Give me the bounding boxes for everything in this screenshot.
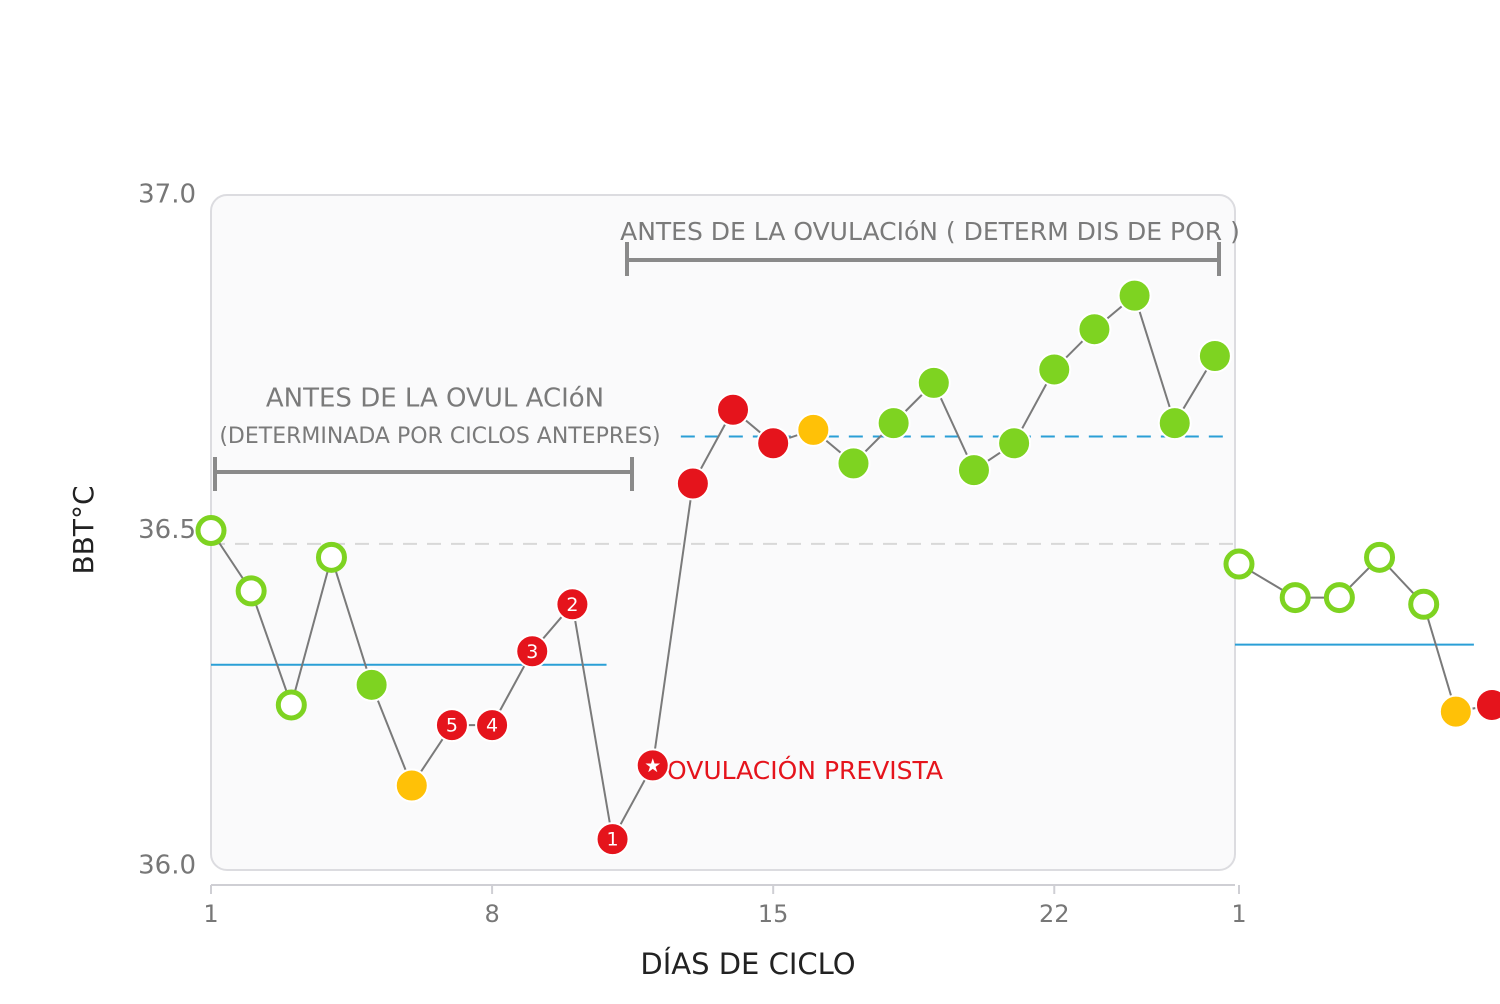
y-axis-title: BBT°C bbox=[67, 485, 100, 574]
y-tick-label: 37.0 bbox=[138, 180, 196, 210]
data-point bbox=[1197, 339, 1232, 374]
point-label: 5 bbox=[446, 715, 458, 737]
point-label: 3 bbox=[526, 641, 538, 663]
data-point bbox=[515, 634, 550, 669]
annotation: OVULACIÓN PREVISTA bbox=[667, 755, 943, 785]
data-point bbox=[1408, 588, 1440, 620]
annotation: ANTES DE LA OVUL ACIóN bbox=[266, 384, 604, 414]
data-point bbox=[1438, 694, 1473, 729]
data-point bbox=[1364, 541, 1396, 573]
data-point bbox=[1077, 312, 1112, 347]
data-point bbox=[394, 768, 429, 803]
point-label: 1 bbox=[607, 829, 619, 851]
data-point bbox=[1157, 406, 1192, 441]
data-line bbox=[1238, 555, 1493, 713]
data-point bbox=[475, 708, 510, 743]
data-point bbox=[1223, 548, 1255, 580]
data-point bbox=[675, 466, 710, 501]
data-point bbox=[595, 822, 630, 857]
data-point bbox=[1037, 352, 1072, 387]
x-tick-label: 22 bbox=[1039, 900, 1070, 928]
data-point bbox=[1279, 582, 1311, 614]
data-point bbox=[635, 748, 670, 783]
data-point bbox=[796, 412, 831, 447]
data-point bbox=[195, 515, 227, 546]
y-tick-label: 36.5 bbox=[138, 515, 196, 545]
data-point bbox=[235, 575, 267, 607]
x-tick-label: 1 bbox=[203, 900, 218, 928]
data-point bbox=[275, 689, 307, 721]
data-point bbox=[555, 587, 590, 622]
data-point bbox=[354, 667, 389, 702]
x-tick-label: 1 bbox=[1231, 900, 1246, 928]
x-tick-label: 8 bbox=[484, 900, 499, 928]
data-point bbox=[434, 708, 469, 743]
y-tick-label: 36.0 bbox=[138, 851, 196, 881]
annotation: ANTES DE LA OVULACIóN ( DETERM DIS DE PO… bbox=[620, 217, 1240, 246]
data-point bbox=[916, 365, 951, 400]
x-tick-label: 15 bbox=[758, 900, 789, 928]
data-point bbox=[1474, 687, 1500, 722]
data-point bbox=[956, 453, 991, 488]
data-point bbox=[315, 541, 347, 573]
point-label: ★ bbox=[644, 755, 661, 777]
data-point bbox=[876, 406, 911, 441]
point-label: 4 bbox=[486, 715, 498, 737]
x-axis-title: DÍAS DE CICLO bbox=[640, 947, 855, 981]
annotation: (DETERMINADA POR CICLOS ANTEPRES) bbox=[219, 424, 660, 449]
data-point bbox=[997, 426, 1032, 461]
data-point bbox=[756, 426, 791, 461]
bracket bbox=[213, 242, 1221, 491]
data-point bbox=[716, 392, 751, 427]
data-point bbox=[1117, 278, 1152, 313]
data-point bbox=[836, 446, 871, 481]
point-label: 2 bbox=[566, 594, 578, 616]
data-point bbox=[1323, 582, 1355, 614]
